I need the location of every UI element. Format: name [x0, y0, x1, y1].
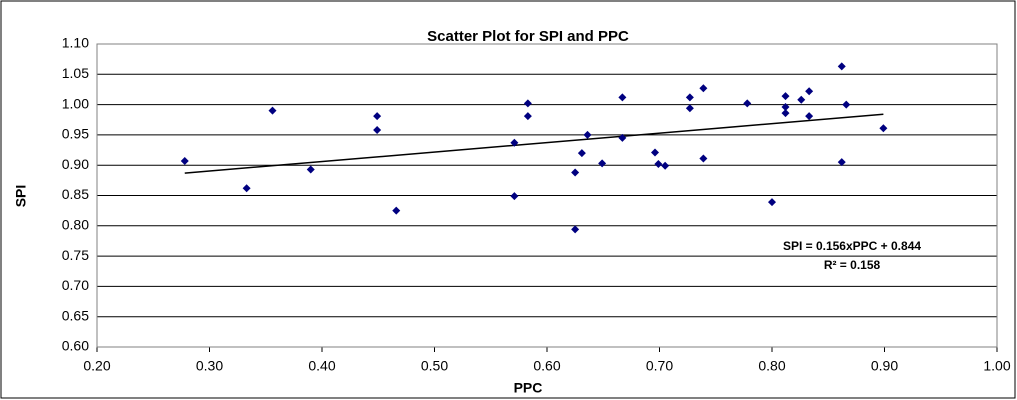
- y-tick-label: 0.90: [62, 156, 89, 172]
- y-tick-label: 0.70: [62, 277, 89, 293]
- y-tick-label: 0.85: [62, 186, 89, 202]
- equation-annotation: SPI = 0.156xPPC + 0.844: [783, 239, 921, 253]
- point: [837, 158, 846, 167]
- point: [654, 159, 663, 168]
- point: [781, 103, 790, 112]
- point: [577, 149, 586, 158]
- point: [392, 206, 401, 215]
- point: [598, 159, 607, 168]
- point: [523, 99, 532, 108]
- r-squared-annotation: R² = 0.158: [824, 258, 881, 272]
- point: [699, 154, 708, 163]
- y-tick-label: 0.80: [62, 217, 89, 233]
- x-tick-label: 0.20: [83, 358, 110, 374]
- point: [685, 104, 694, 113]
- point: [837, 62, 846, 71]
- x-tick-label: 0.80: [758, 358, 785, 374]
- trendline: [184, 113, 884, 174]
- point: [768, 198, 776, 207]
- point: [805, 112, 814, 121]
- point: [743, 99, 752, 108]
- point: [373, 126, 382, 135]
- point: [879, 124, 888, 133]
- point: [618, 133, 627, 142]
- x-tick-label: 0.90: [871, 358, 898, 374]
- point: [571, 225, 580, 234]
- y-tick-label: 0.95: [62, 126, 89, 142]
- point: [268, 106, 277, 115]
- point: [180, 156, 189, 165]
- y-tick-label: 1.05: [62, 65, 89, 81]
- plot-area: [96, 43, 998, 348]
- x-tick-label: 0.40: [308, 358, 335, 374]
- point: [510, 192, 519, 201]
- point: [618, 93, 627, 102]
- point: [306, 165, 315, 174]
- y-axis-label: SPI: [13, 185, 29, 208]
- x-tick-label: 0.70: [646, 358, 673, 374]
- y-tick-label: 0.60: [62, 338, 89, 354]
- point: [805, 87, 814, 96]
- point: [510, 138, 519, 147]
- point: [685, 93, 694, 102]
- chart-title: Scatter Plot for SPI and PPC: [427, 28, 629, 45]
- point: [242, 184, 251, 193]
- x-tick-label: 0.60: [533, 358, 560, 374]
- y-tick-label: 0.65: [62, 307, 89, 323]
- point: [571, 168, 580, 177]
- point: [781, 92, 790, 101]
- point: [583, 130, 592, 139]
- x-tick-label: 0.30: [196, 358, 223, 374]
- x-axis-label: PPC: [514, 380, 543, 396]
- y-tick-label: 0.75: [62, 247, 89, 263]
- point: [842, 100, 851, 109]
- point: [373, 112, 382, 121]
- point: [661, 161, 670, 170]
- point: [651, 148, 659, 157]
- y-tick-label: 1.10: [62, 35, 89, 51]
- point: [781, 109, 790, 118]
- point: [797, 95, 806, 104]
- y-tick-label: 1.00: [62, 95, 89, 111]
- x-tick-label: 0.50: [421, 358, 448, 374]
- x-tick-label: 1.00: [983, 358, 1010, 374]
- point: [523, 112, 532, 121]
- point: [699, 84, 708, 93]
